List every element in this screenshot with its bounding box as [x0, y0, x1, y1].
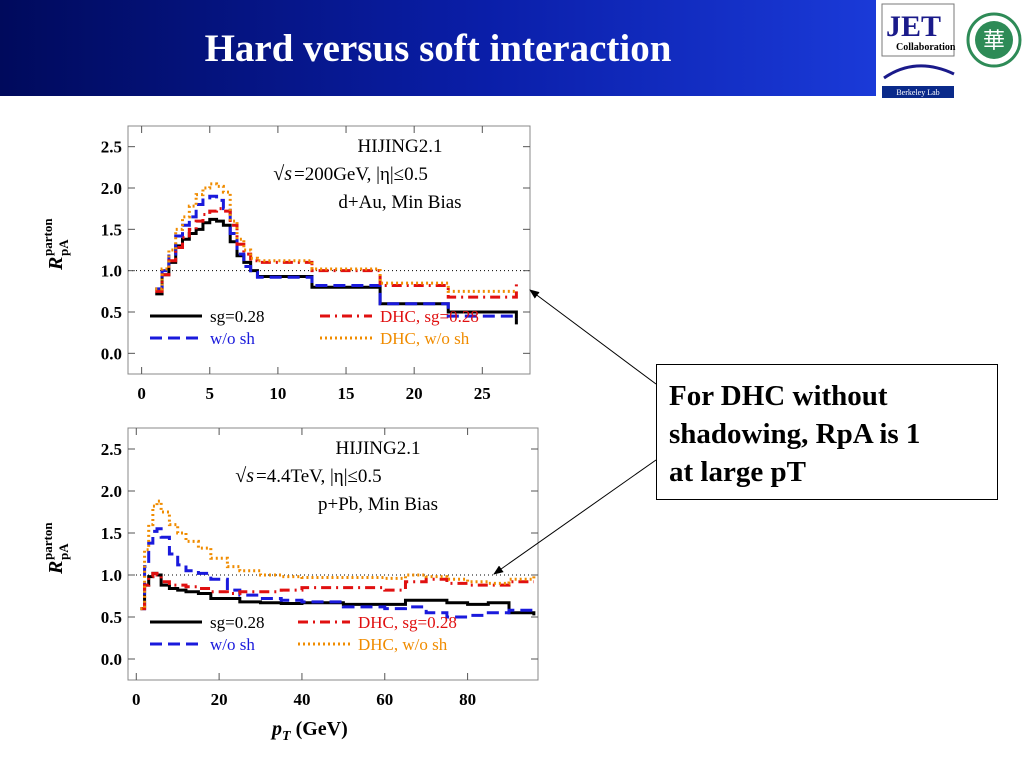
callout-line-1: For DHC without	[669, 380, 888, 412]
y-tick-label: 1.0	[101, 262, 122, 281]
chart-title-line-1: HIJING2.1	[358, 136, 443, 157]
y-axis-label-sup: parton	[40, 218, 55, 256]
y-tick-label: 1.5	[101, 524, 122, 543]
legend-label: DHC, w/o sh	[380, 329, 470, 348]
x-tick-label: 10	[269, 384, 286, 403]
plot-frame	[127, 125, 531, 375]
x-tick-label: 25	[474, 384, 491, 403]
chart-title-line-1: HIJING2.1	[336, 438, 421, 459]
y-tick-label: 2.0	[101, 482, 122, 501]
sqrt-s-symbol: √s	[235, 465, 254, 487]
chart-panel-bottom: 0.0 0.5 1.0 1.5 2.0 2.5 0 20 40 60 80 HIJING2.1 √s =4…	[0, 420, 560, 730]
chart-title-line-3: p+Pb, Min Bias	[318, 494, 438, 515]
x-tick-label: 40	[293, 690, 310, 709]
x-axis-title: pT (GeV)	[272, 718, 348, 745]
x-tick-label: 20	[406, 384, 423, 403]
series-line-dhc-sg-0-28	[140, 571, 534, 611]
legend-label: w/o sh	[210, 635, 255, 654]
y-tick-label: 2.5	[101, 138, 122, 157]
legend-label: DHC, sg=0.28	[380, 307, 479, 326]
series-line-sg-0-28	[140, 571, 536, 616]
y-axis-label-r: R	[45, 257, 67, 271]
x-title-unit: (GeV)	[290, 718, 348, 740]
callout-line-3: at large pT	[669, 456, 806, 488]
y-tick-label: 0.0	[101, 650, 122, 669]
y-tick-label: 1.5	[101, 220, 122, 239]
chart-title-line-3: d+Au, Min Bias	[338, 192, 461, 213]
berkeley-arc-icon	[883, 64, 955, 80]
series-line-dhc-sg-0-28	[155, 207, 518, 299]
legend-label: DHC, w/o sh	[358, 635, 448, 654]
x-tick-label: 60	[376, 690, 393, 709]
jet-logo-frame	[881, 3, 955, 57]
y-axis-label-sub: pA	[56, 239, 71, 256]
x-tick-label: 0	[137, 384, 146, 403]
berkeley-bar	[882, 86, 954, 98]
y-tick-label: 0.5	[101, 608, 122, 627]
x-tick-label: 80	[459, 690, 476, 709]
y-axis-label-sub: pA	[56, 543, 71, 560]
x-tick-label: 0	[132, 690, 141, 709]
jet-collab-text: Collaboration	[896, 42, 956, 53]
legend-label: sg=0.28	[210, 307, 264, 326]
x-title-sub: T	[282, 729, 291, 744]
ccnu-seal-inner	[975, 21, 1013, 59]
logo-area: JET Collaboration 華 Berkeley Lab	[876, 0, 1024, 100]
callout-box: For DHC without shadowing, RpA is 1 at l…	[656, 364, 998, 500]
slide-title: Hard versus soft interaction	[204, 27, 672, 70]
title-bar: Hard versus soft interaction	[0, 0, 876, 96]
chart-bottom: 0.0 0.5 1.0 1.5 2.0 2.5 0 20 40 60 80 HIJING2.1 √s =4…	[40, 427, 539, 709]
series-line-dhc-w-o-sh	[155, 182, 517, 293]
chart-title-line-2: =4.4TeV, |η|≤0.5	[256, 466, 382, 487]
chart-panel-top: 0.0 0.5 1.0 1.5 2.0 2.5 0 5 10 15 20 25 HIJING2.1 √s =…	[0, 100, 560, 410]
ccnu-seal-char: 華	[983, 28, 1005, 53]
x-tick-label: 20	[211, 690, 228, 709]
y-tick-label: 2.5	[101, 440, 122, 459]
legend-label: sg=0.28	[210, 613, 264, 632]
y-axis-label-r: R	[45, 561, 67, 575]
sqrt-s-symbol: √s	[273, 163, 292, 185]
y-tick-label: 2.0	[101, 179, 122, 198]
x-tick-label: 15	[338, 384, 355, 403]
legend-label: DHC, sg=0.28	[358, 613, 457, 632]
y-axis-label-sup: parton	[40, 522, 55, 560]
series-line-w-o-sh	[155, 194, 518, 319]
jet-logo: JET	[886, 10, 941, 43]
y-tick-label: 1.0	[101, 566, 122, 585]
y-tick-label: 0.5	[101, 303, 122, 322]
series-line-w-o-sh	[140, 527, 536, 619]
berkeley-text: Berkeley Lab	[896, 88, 939, 97]
x-tick-label: 5	[206, 384, 215, 403]
callout-line-2: shadowing, RpA is 1	[669, 418, 921, 450]
y-tick-label: 0.0	[101, 344, 122, 363]
logos-svg: JET Collaboration 華 Berkeley Lab	[881, 3, 1022, 98]
chart-top: 0.0 0.5 1.0 1.5 2.0 2.5 0 5 10 15 20 25 HIJING2.1 √s =…	[40, 125, 531, 403]
chart-title-line-2: =200GeV, |η|≤0.5	[294, 164, 428, 185]
legend-label: w/o sh	[210, 329, 255, 348]
x-title-p: p	[272, 718, 282, 740]
